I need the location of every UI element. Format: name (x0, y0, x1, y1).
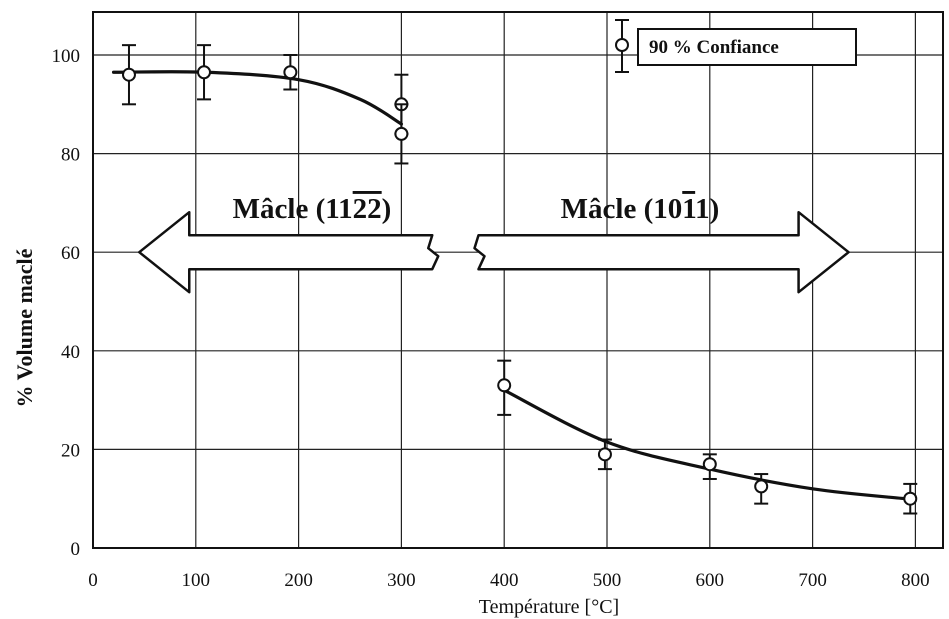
y-tick-label: 20 (61, 440, 80, 461)
x-tick-label: 400 (490, 570, 519, 591)
annotation-label-part: 1) (695, 193, 719, 225)
y-tick-label: 60 (61, 243, 80, 264)
legend-label: 90 % Confiance (649, 37, 779, 58)
data-point (597, 447, 612, 462)
fit-curve (111, 70, 403, 126)
fit-curve (502, 388, 907, 501)
data-point (497, 378, 512, 393)
annotation-label: Mâcle (1122) (233, 193, 392, 225)
data-point (121, 67, 136, 82)
data-point (754, 479, 769, 494)
legend-box (637, 28, 857, 66)
annotation-arrow (473, 210, 850, 294)
x-tick-label: 800 (901, 570, 930, 591)
x-axis-title: Température [°C] (479, 596, 619, 618)
x-tick-label: 700 (798, 570, 827, 591)
legend: 90 % Confiance (615, 19, 857, 73)
data-point (283, 65, 298, 80)
annotation-label: Mâcle (1011) (561, 193, 720, 225)
data-points (121, 44, 918, 515)
y-axis-title: % Volume maclé (12, 248, 37, 407)
x-tick-label: 500 (593, 570, 622, 591)
tick-labels: 0 100 200 300 400 500 600 700 800 0 20 40 60 80 100 (52, 46, 930, 591)
x-tick-label: 300 (387, 570, 416, 591)
annotation-arrow (138, 210, 440, 294)
y-tick-label: 80 (61, 145, 80, 166)
annotation-label-part: ) (382, 193, 392, 225)
data-point (394, 126, 409, 141)
data-point (197, 65, 212, 80)
y-tick-label: 100 (52, 46, 81, 67)
annotation-label-overbar: 1 (682, 193, 695, 225)
x-tick-label: 0 (88, 570, 98, 591)
y-tick-label: 0 (71, 539, 81, 560)
annotation-label-overbar: 22 (353, 193, 382, 225)
plot-frame (92, 11, 944, 549)
legend-marker (615, 38, 629, 52)
fit-curves (111, 70, 907, 501)
x-tick-label: 100 (182, 570, 211, 591)
data-point (702, 457, 717, 472)
x-tick-label: 200 (284, 570, 313, 591)
annotation-label-part: Mâcle (10 (561, 193, 683, 225)
x-tick-label: 600 (696, 570, 725, 591)
data-point (903, 491, 918, 506)
annotation-label-part: Mâcle (11 (233, 193, 353, 225)
annotation-arrows: Mâcle (1122) Mâcle (1011) (138, 193, 850, 294)
y-tick-label: 40 (61, 342, 80, 363)
